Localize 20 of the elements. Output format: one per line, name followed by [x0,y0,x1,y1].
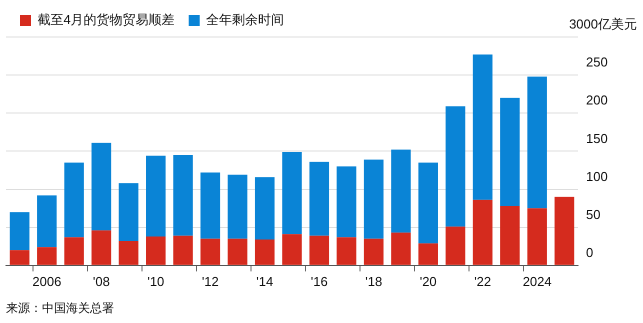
x-tick-label: '20 [420,274,437,289]
x-tick-label: '18 [365,274,382,289]
x-tick-label: '14 [256,274,274,289]
y-tick-label: 200 [586,92,608,108]
y-tick-label: 50 [586,206,600,222]
x-tick-label: '12 [202,274,219,289]
y-tick-label: 100 [586,168,608,184]
source-note: 来源：中国海关总署 [6,301,114,315]
x-tick-label: '22 [474,274,492,289]
x-tick-label: '16 [310,274,328,289]
legend-label: 全年剩余时间 [206,12,284,28]
y-tick-label: 250 [586,54,608,70]
legend-label: 截至4月的货物贸易顺差 [38,12,175,28]
x-tick-label: 2024 [522,274,552,289]
x-tick-label: 2006 [32,274,62,289]
y-tick-label: 150 [586,130,608,146]
y-tick-label: 0 [586,244,594,260]
x-tick-label: '10 [147,274,164,289]
y-axis-title: 3000亿美元 [569,16,637,32]
x-tick-label: '08 [92,274,110,289]
